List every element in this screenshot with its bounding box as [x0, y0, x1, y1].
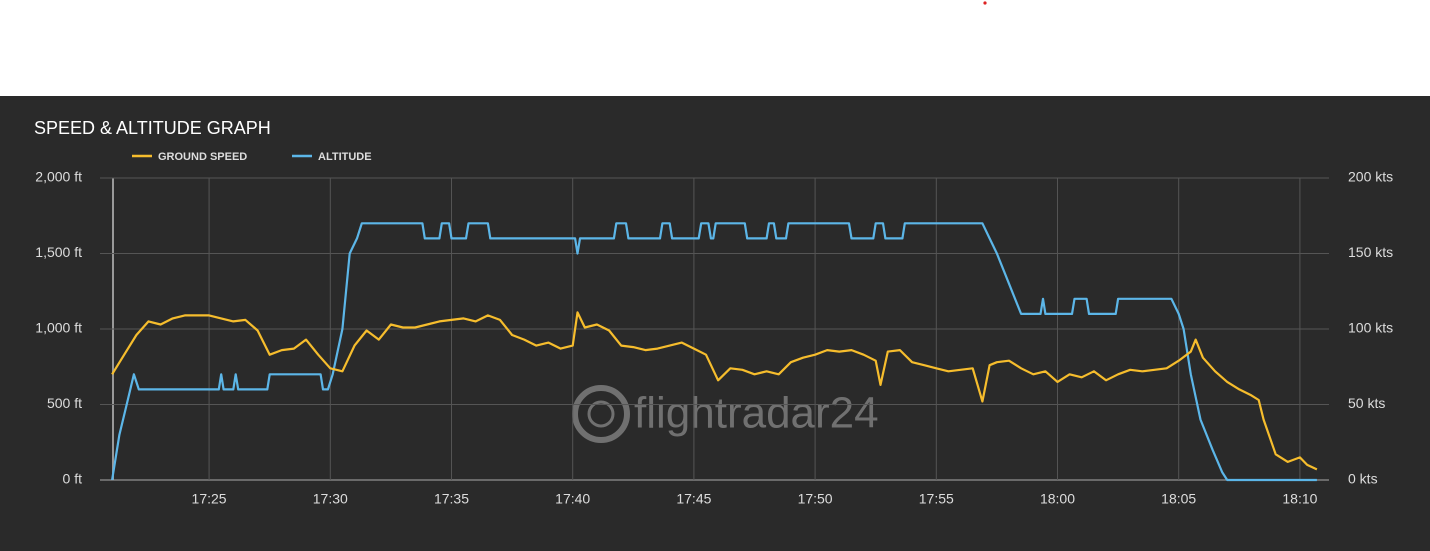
chart-title: SPEED & ALTITUDE GRAPH: [34, 118, 271, 138]
x-tick-label: 17:40: [555, 491, 590, 507]
y-tick-label: 0 ft: [63, 471, 83, 487]
legend-label: ALTITUDE: [318, 151, 372, 163]
y-tick-label: 1,000 ft: [35, 320, 82, 336]
legend-label: GROUND SPEED: [158, 151, 247, 163]
x-tick-label: 17:25: [192, 491, 227, 507]
x-tick-label: 17:30: [313, 491, 348, 507]
x-tick-label: 18:05: [1161, 491, 1196, 507]
x-tick-label: 17:50: [798, 491, 833, 507]
series-line: [111, 222, 1317, 482]
panel: [0, 96, 1430, 551]
x-tick-label: 17:45: [676, 491, 711, 507]
x-tick-label: 18:00: [1040, 491, 1075, 507]
y2-tick-label: 100 kts: [1348, 320, 1393, 336]
y-tick-label: 1,500 ft: [35, 244, 82, 260]
y-tick-label: 2,000 ft: [35, 169, 82, 185]
series-line: [111, 311, 1318, 471]
y-tick-label: 500 ft: [47, 395, 82, 411]
y2-tick-label: 150 kts: [1348, 244, 1393, 260]
y2-tick-label: 0 kts: [1348, 471, 1378, 487]
y2-tick-label: 50 kts: [1348, 395, 1385, 411]
x-tick-label: 17:55: [919, 491, 954, 507]
x-tick-label: 17:35: [434, 491, 469, 507]
marker-dot: [983, 1, 987, 5]
watermark-text: flightradar24: [634, 389, 879, 438]
y2-tick-label: 200 kts: [1348, 169, 1393, 185]
x-tick-label: 18:10: [1282, 491, 1317, 507]
watermark: flightradar24: [572, 385, 879, 443]
